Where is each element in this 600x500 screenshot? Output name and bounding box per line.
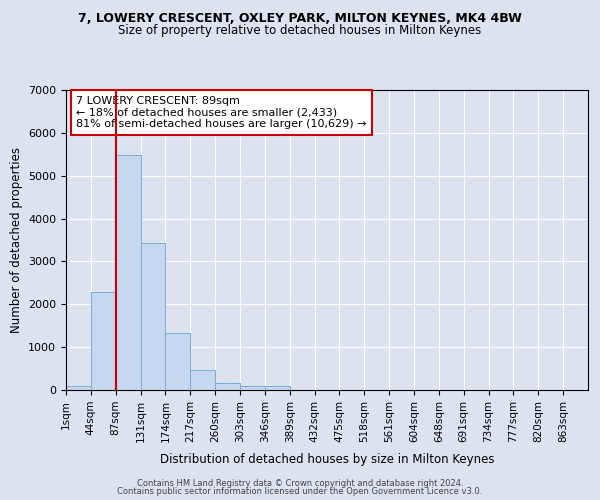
Bar [190, 370, 215, 390]
Bar [215, 382, 240, 390]
Bar [166, 332, 190, 390]
Bar [116, 154, 140, 390]
Bar [66, 386, 91, 390]
Y-axis label: Number of detached properties: Number of detached properties [10, 147, 23, 333]
Text: Contains public sector information licensed under the Open Government Licence v3: Contains public sector information licen… [118, 487, 482, 496]
X-axis label: Distribution of detached houses by size in Milton Keynes: Distribution of detached houses by size … [160, 453, 494, 466]
Bar [140, 242, 166, 390]
Bar [265, 386, 290, 390]
Bar [240, 386, 265, 390]
Text: 7 LOWERY CRESCENT: 89sqm
← 18% of detached houses are smaller (2,433)
81% of sem: 7 LOWERY CRESCENT: 89sqm ← 18% of detach… [76, 96, 367, 129]
Text: 7, LOWERY CRESCENT, OXLEY PARK, MILTON KEYNES, MK4 4BW: 7, LOWERY CRESCENT, OXLEY PARK, MILTON K… [78, 12, 522, 26]
Bar [91, 292, 116, 390]
Text: Contains HM Land Registry data © Crown copyright and database right 2024.: Contains HM Land Registry data © Crown c… [137, 478, 463, 488]
Text: Size of property relative to detached houses in Milton Keynes: Size of property relative to detached ho… [118, 24, 482, 37]
